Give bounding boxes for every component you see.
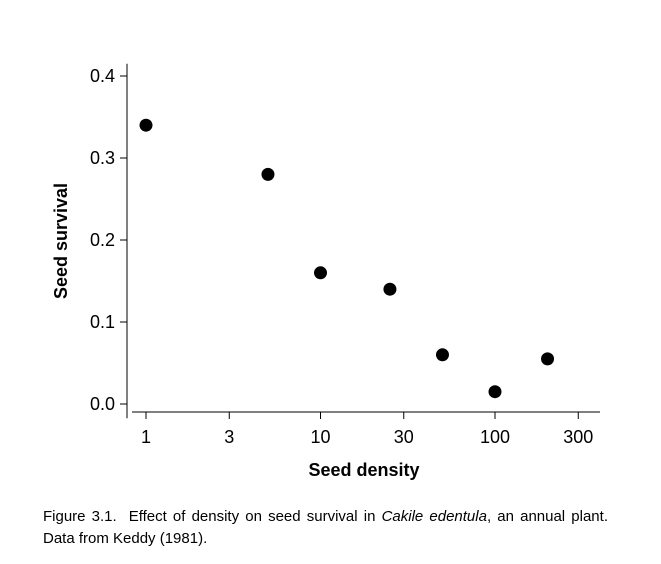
- data-point: [314, 266, 327, 280]
- data-point: [541, 352, 555, 366]
- x-tick-label: 100: [480, 427, 510, 447]
- x-axis-title: Seed density: [308, 460, 419, 480]
- y-axis: 0.0 0.1 0.2 0.3 0.4: [90, 63, 128, 419]
- caption-text-before: Effect of density on seed survival in: [128, 508, 382, 525]
- y-tick-label: 0.4: [90, 66, 115, 86]
- y-tick-label: 0.1: [90, 312, 115, 332]
- caption-text-after: , an annual plant. Data from Keddy (1981…: [43, 508, 608, 547]
- x-tick-label: 1: [141, 427, 151, 447]
- species-name: Cakile edentula: [381, 508, 487, 525]
- y-axis-title: Seed survival: [51, 183, 71, 299]
- x-tick-label: 10: [310, 427, 330, 447]
- data-points: [139, 118, 555, 399]
- data-point: [261, 167, 275, 181]
- y-tick-label: 0.3: [90, 148, 115, 168]
- data-point: [383, 282, 397, 296]
- y-tick-label: 0.0: [90, 394, 115, 414]
- x-axis: 1 3 10 30 100 300: [132, 411, 600, 447]
- data-point: [488, 385, 502, 399]
- figure-caption: Figure 3.1. Effect of density on seed sur…: [43, 506, 608, 550]
- y-tick-label: 0.2: [90, 230, 115, 250]
- scatter-chart: 1 3 10 30 100 300 0.0 0.1 0.2 0.3 0.4 Seed densit…: [51, 63, 600, 480]
- x-tick-label: 30: [394, 427, 414, 447]
- x-tick-label: 3: [224, 427, 234, 447]
- data-point: [139, 118, 153, 132]
- data-point: [435, 348, 449, 362]
- figure-number: Figure 3.1.: [43, 508, 117, 525]
- x-tick-label: 300: [563, 427, 593, 447]
